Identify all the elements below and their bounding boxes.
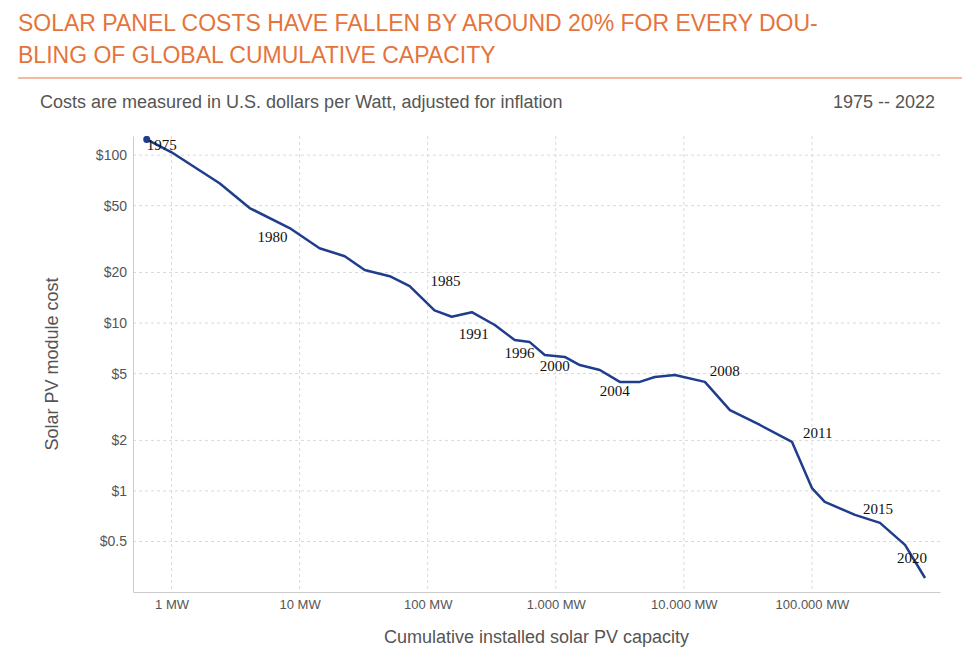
y-tick: $5 — [111, 366, 133, 382]
y-tick: $0.5 — [100, 533, 133, 549]
x-tick: 10.000 MW — [651, 592, 718, 612]
plot-area — [143, 136, 925, 578]
x-grid-line — [683, 136, 684, 592]
chart-container: SOLAR PANEL COSTS HAVE FALLEN BY AROUND … — [0, 0, 977, 658]
title-line: BLING OF GLOBAL CUMULATIVE CAPACITY — [18, 42, 496, 68]
annotations: 1975 1980 1985 1991 19962000 2004 2008 2011 2015… — [147, 137, 927, 566]
chart-svg: SOLAR PANEL COSTS HAVE FALLEN BY AROUND … — [0, 0, 977, 658]
x-tick-label: 1.000 MW — [527, 597, 587, 612]
x-grid-line — [811, 136, 812, 592]
y-tick: $1 — [111, 483, 133, 499]
y-tick-label: $10 — [104, 315, 128, 331]
x-tick-label: 100 MW — [404, 597, 453, 612]
y-tick-label: $0.5 — [100, 533, 127, 549]
year-label: 2020 — [897, 550, 927, 566]
year-label: 2015 — [863, 501, 893, 517]
y-tick: $100 — [96, 147, 133, 163]
y-grid-line — [133, 323, 940, 324]
x-grid-line — [171, 136, 172, 592]
year-label: 1975 — [147, 137, 177, 153]
y-tick: $50 — [104, 198, 133, 214]
year-label: 2008 — [710, 363, 740, 379]
x-tick-label: 10.000 MW — [651, 597, 718, 612]
y-grid-line — [133, 205, 940, 206]
y-tick-label: $100 — [96, 147, 127, 163]
x-grid-line — [427, 136, 428, 592]
x-axis-title: Cumulative installed solar PV capacity — [384, 627, 689, 647]
x-tick-label: 1 MW — [155, 597, 190, 612]
year-label: 2004 — [600, 383, 631, 399]
x-axis: 1 MW 10 MW 100 MW 1.000 MW 10.000 MW 100.000 … — [134, 592, 941, 612]
y-tick-label: $2 — [111, 432, 127, 448]
x-tick: 100.000 MW — [776, 592, 850, 612]
y-grid-line — [133, 490, 940, 491]
x-tick-label: 10 MW — [280, 597, 322, 612]
title-rule — [18, 78, 962, 79]
x-grid-line — [299, 136, 300, 592]
y-axis: $0.5 $1 $2 $5 $10 $20 $50 $100 — [96, 137, 134, 593]
y-grid-line — [133, 272, 940, 273]
x-axis-line — [134, 592, 941, 593]
y-grid-line — [133, 373, 940, 374]
x-tick-label: 100.000 MW — [776, 597, 850, 612]
year-label: 1996 — [505, 345, 536, 361]
title: SOLAR PANEL COSTS HAVE FALLEN BY AROUND … — [18, 10, 818, 68]
x-tick: 1 MW — [155, 592, 190, 612]
x-tick: 1.000 MW — [527, 592, 587, 612]
y-tick: $2 — [111, 432, 133, 448]
year-label: 2000 — [540, 358, 570, 374]
y-tick-label: $1 — [111, 483, 127, 499]
y-axis-line — [133, 137, 134, 593]
y-tick-label: $50 — [104, 198, 128, 214]
subtitle: Costs are measured in U.S. dollars per W… — [40, 92, 563, 112]
y-tick: $20 — [104, 264, 133, 280]
y-tick: $10 — [104, 315, 133, 331]
x-tick: 100 MW — [404, 592, 453, 612]
year-label: 1985 — [431, 273, 461, 289]
year-label: 2011 — [803, 425, 832, 441]
grid — [133, 136, 940, 592]
period: 1975 -- 2022 — [833, 92, 935, 112]
y-grid-line — [133, 541, 940, 542]
year-label: 1991 — [459, 326, 489, 342]
x-tick: 10 MW — [280, 592, 322, 612]
title-line: SOLAR PANEL COSTS HAVE FALLEN BY AROUND … — [18, 10, 818, 36]
year-label: 1980 — [258, 229, 288, 245]
y-axis-title: Solar PV module cost — [42, 277, 62, 450]
y-tick-label: $20 — [104, 264, 128, 280]
cost-line — [147, 139, 925, 578]
y-tick-label: $5 — [111, 366, 127, 382]
y-grid-line — [133, 155, 940, 156]
